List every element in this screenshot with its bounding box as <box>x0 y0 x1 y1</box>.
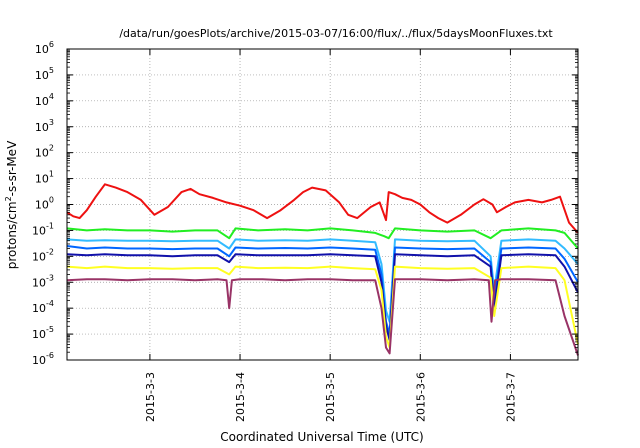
y-tick-label: 100 <box>35 196 54 212</box>
y-tick-base: 10 <box>32 328 46 341</box>
y-tick-base: 10 <box>32 250 46 263</box>
y-tick-base: 10 <box>35 95 49 108</box>
y-tick-base: 10 <box>32 276 46 289</box>
x-tick-label: 2015-3-6 <box>414 372 427 422</box>
y-tick-label: 10-3 <box>32 273 54 289</box>
x-tick-label: 2015-3-4 <box>234 372 247 422</box>
series-line <box>66 278 579 356</box>
y-tick-label: 10-2 <box>32 247 54 263</box>
y-tick-base: 10 <box>35 199 49 212</box>
series-line <box>66 253 579 341</box>
y-tick-label: 101 <box>35 170 54 186</box>
y-tick-base: 10 <box>32 302 46 315</box>
y-axis-title-base: protons/cm <box>5 201 19 269</box>
y-tick-label: 106 <box>35 40 54 56</box>
x-tick-label: 2015-3-5 <box>324 372 337 422</box>
y-axis-title-sup: 2 <box>4 196 13 201</box>
y-tick-label: 104 <box>35 92 54 108</box>
y-tick-exp: 2 <box>49 144 54 153</box>
y-tick-exp: -4 <box>46 299 54 308</box>
y-tick-label: 105 <box>35 66 54 82</box>
y-axis-title-rest: -s-sr-MeV <box>5 140 19 196</box>
y-tick-exp: -1 <box>46 221 54 230</box>
x-tick-label: 2015-3-3 <box>144 372 157 422</box>
y-tick-exp: -2 <box>46 247 54 256</box>
y-tick-label: 10-1 <box>32 221 54 237</box>
grid-lines <box>67 49 578 360</box>
y-axis-title: protons/cm2-s-sr-MeV <box>4 140 19 269</box>
x-axis: 2015-3-3 2015-3-4 2015-3-5 2015-3-6 2015-3-7 <box>144 49 517 422</box>
series-line <box>66 227 579 250</box>
y-tick-exp: 3 <box>49 118 54 127</box>
x-tick-label: 2015-3-7 <box>504 372 517 422</box>
y-tick-label: 10-5 <box>32 325 54 341</box>
y-tick-label: 102 <box>35 144 54 160</box>
y-tick-base: 10 <box>35 69 49 82</box>
y-axis: 10-610-510-410-310-210-11001011021031041… <box>32 40 578 367</box>
y-tick-label: 103 <box>35 118 54 134</box>
series-line <box>66 245 579 336</box>
series-line <box>66 265 579 349</box>
y-tick-base: 10 <box>35 147 49 160</box>
y-tick-base: 10 <box>32 354 46 367</box>
y-tick-label: 10-4 <box>32 299 54 315</box>
series-line <box>66 183 579 234</box>
y-tick-base: 10 <box>32 224 46 237</box>
y-tick-exp: 5 <box>49 66 54 75</box>
y-tick-exp: -6 <box>46 351 54 360</box>
series-layer <box>66 183 579 356</box>
y-tick-label: 10-6 <box>32 351 54 367</box>
y-tick-exp: -5 <box>46 325 54 334</box>
chart-title: /data/run/goesPlots/archive/2015-03-07/1… <box>119 27 553 40</box>
y-tick-base: 10 <box>35 43 49 56</box>
y-tick-base: 10 <box>35 121 49 134</box>
y-tick-base: 10 <box>35 173 49 186</box>
x-axis-title: Coordinated Universal Time (UTC) <box>220 430 423 444</box>
y-tick-exp: 0 <box>49 196 54 205</box>
y-tick-exp: -3 <box>46 273 54 282</box>
y-tick-exp: 4 <box>49 92 54 101</box>
y-tick-exp: 1 <box>49 170 54 179</box>
y-tick-exp: 6 <box>49 40 54 49</box>
